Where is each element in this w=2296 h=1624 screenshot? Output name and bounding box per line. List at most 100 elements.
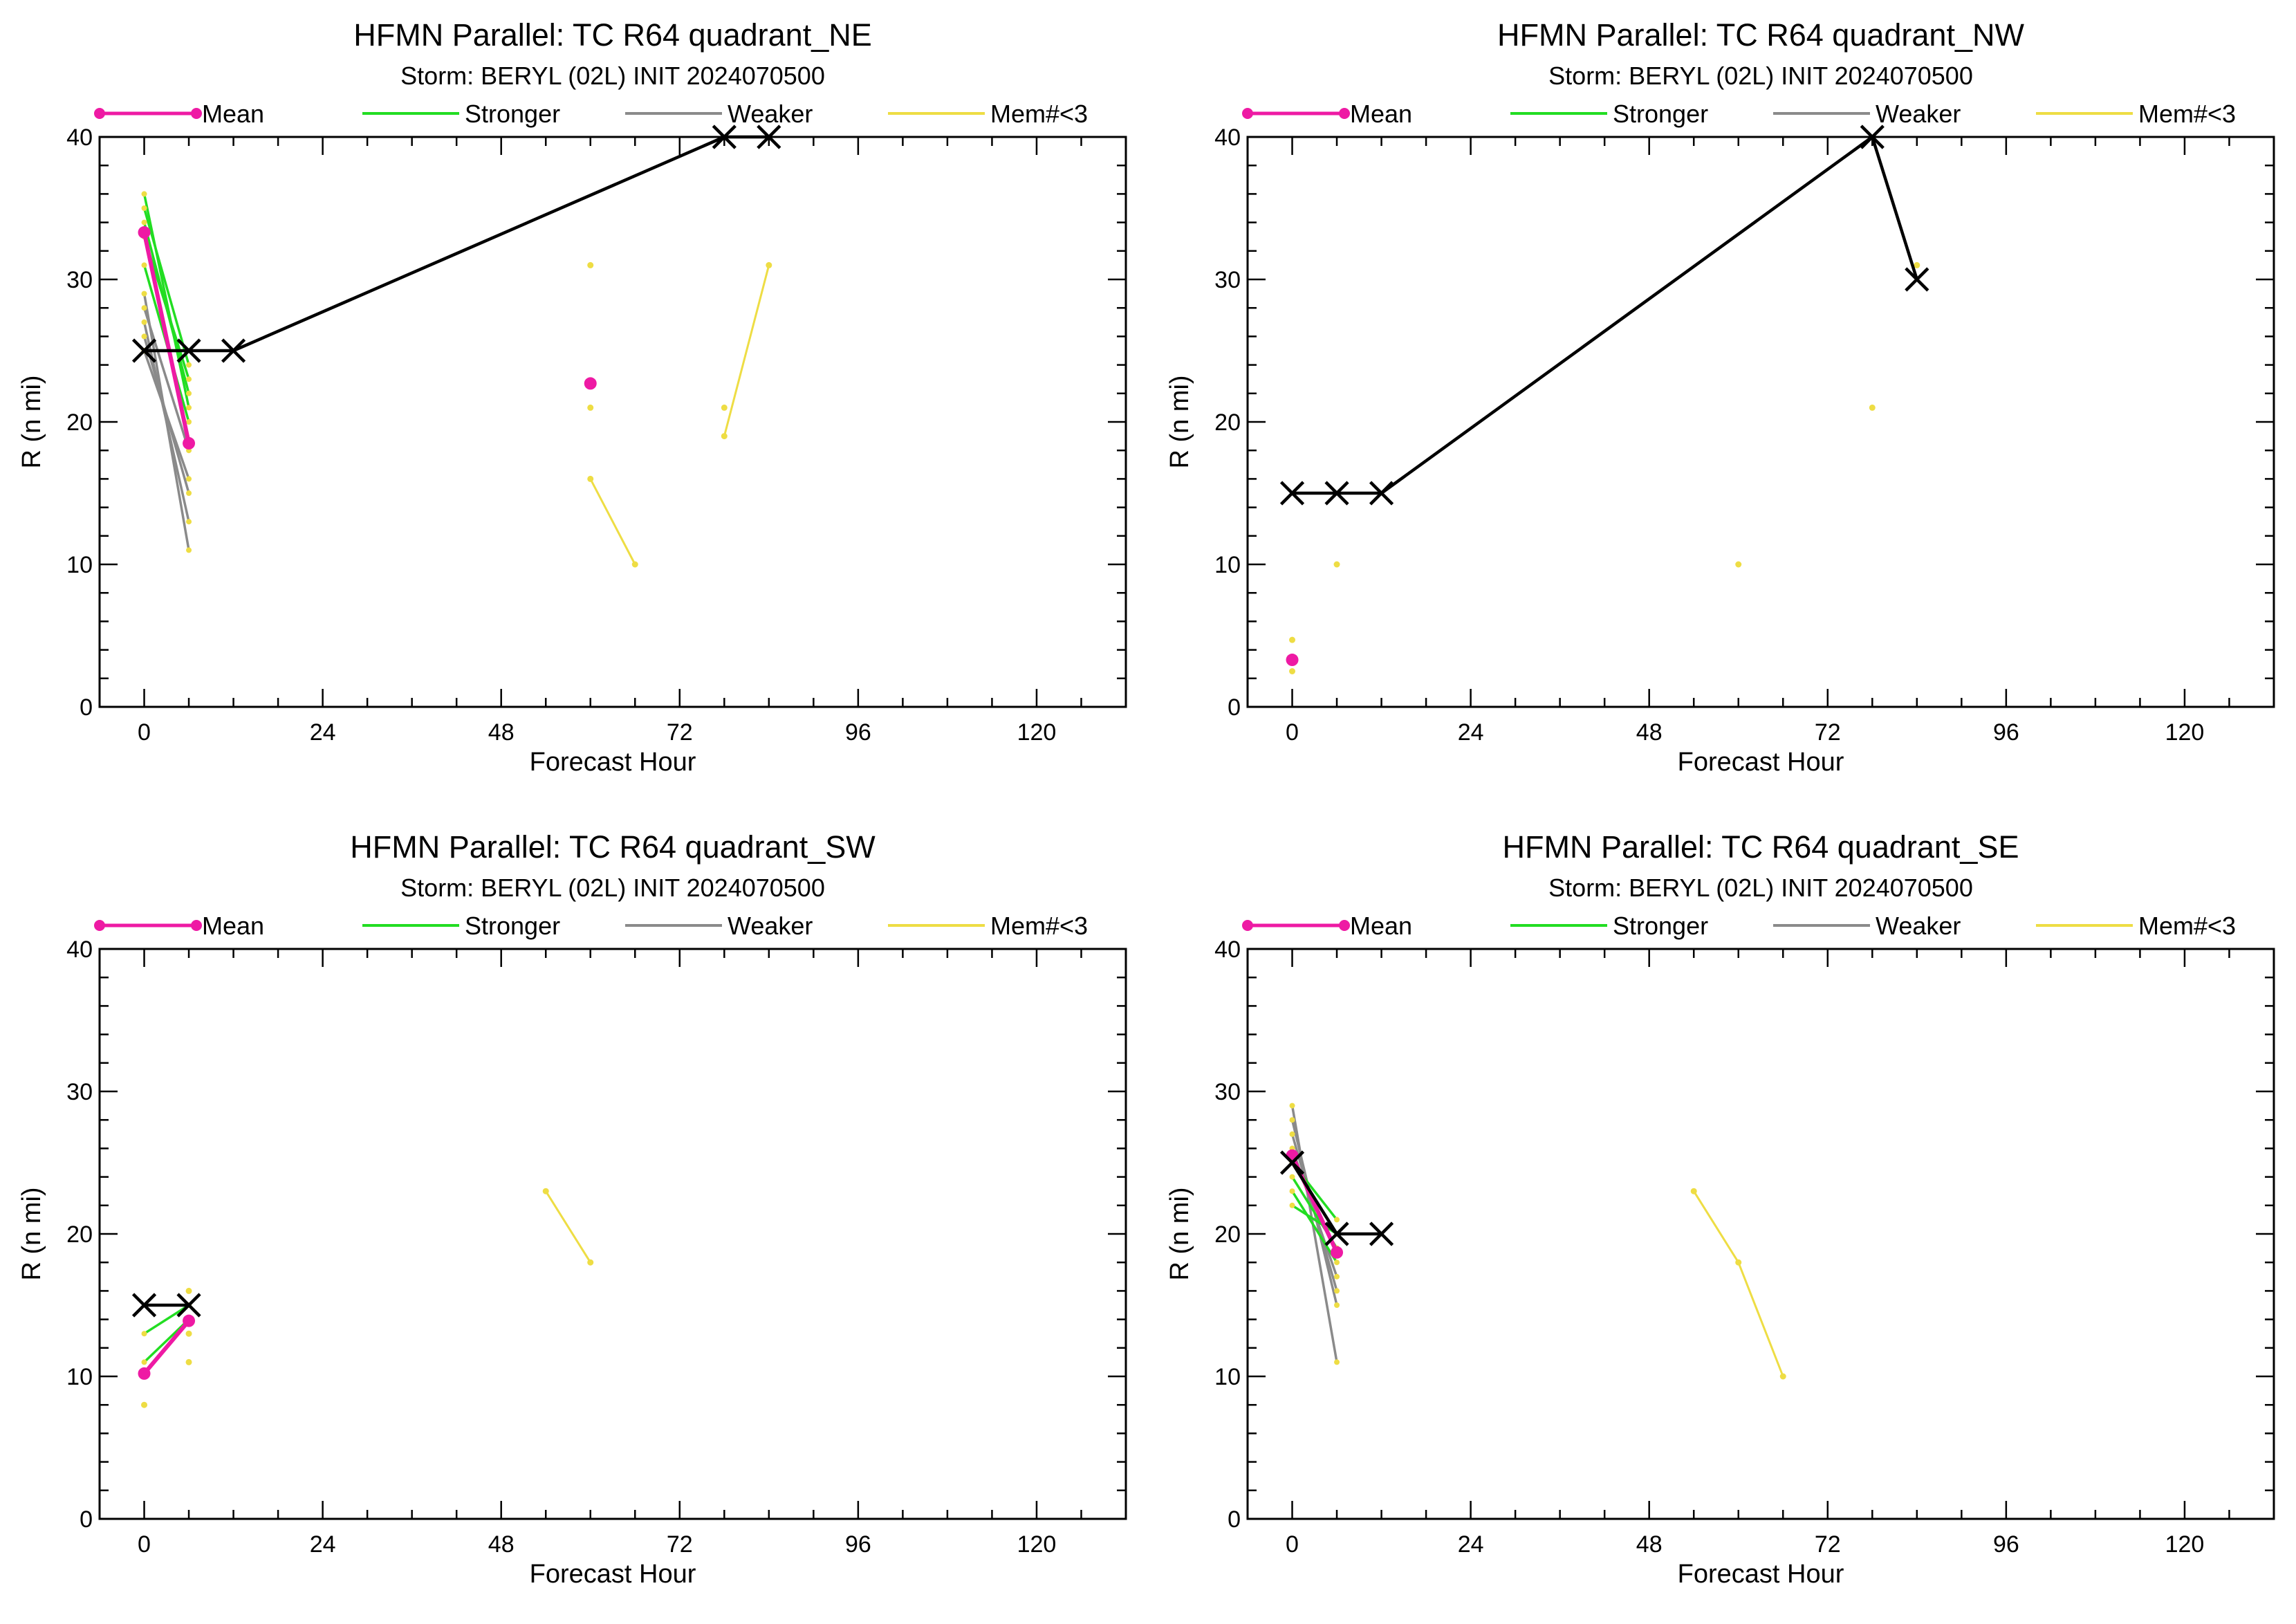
x-axis-label: Forecast Hour bbox=[530, 1560, 696, 1589]
data-point bbox=[766, 261, 772, 268]
x-axis-label: Forecast Hour bbox=[1678, 1560, 1844, 1589]
chart-title: HFMN Parallel: TC R64 quadrant_SW bbox=[350, 829, 876, 865]
chart-subtitle: Storm: BERYL (02L) INIT 2024070500 bbox=[1548, 874, 1973, 902]
data-point-x-marker bbox=[1279, 481, 1305, 506]
x-tick-label: 96 bbox=[845, 719, 871, 746]
x-tick-label: 120 bbox=[1017, 1531, 1057, 1558]
data-point bbox=[141, 262, 147, 268]
data-point bbox=[186, 376, 192, 382]
x-tick-label: 96 bbox=[1993, 719, 2019, 746]
chart-panel-se: HFMN Parallel: TC R64 quadrant_SE Storm: … bbox=[1148, 812, 2296, 1624]
legend-label: Mean bbox=[202, 912, 264, 940]
series-line bbox=[1291, 1204, 1337, 1235]
chart-subtitle: Storm: BERYL (02L) INIT 2024070500 bbox=[400, 874, 825, 902]
x-tick-label: 24 bbox=[310, 719, 336, 746]
data-point-x-marker bbox=[1369, 481, 1394, 506]
series-line bbox=[142, 322, 190, 522]
y-tick-label: 0 bbox=[1228, 694, 1241, 721]
data-point-x-marker bbox=[757, 124, 781, 149]
x-tick-label: 24 bbox=[310, 1531, 336, 1558]
y-tick-label: 10 bbox=[1214, 1364, 1241, 1390]
legend-label: Stronger bbox=[465, 100, 560, 128]
series-line bbox=[723, 265, 770, 436]
data-point bbox=[186, 547, 192, 553]
series-mean bbox=[138, 226, 196, 450]
series-official bbox=[1279, 124, 1929, 506]
data-point bbox=[1289, 1174, 1295, 1180]
data-point bbox=[141, 219, 147, 225]
y-axis-label: R (n mi) bbox=[17, 375, 46, 468]
y-tick-label: 30 bbox=[1214, 1079, 1241, 1105]
series-line bbox=[589, 478, 636, 565]
series-stronger bbox=[141, 191, 192, 411]
data-point-x-marker bbox=[1369, 1221, 1394, 1246]
data-point bbox=[1779, 1373, 1786, 1380]
legend-item-weaker: Weaker bbox=[625, 912, 813, 940]
legend-item-mean: Mean bbox=[1242, 100, 1412, 128]
series-mean bbox=[138, 1314, 196, 1380]
legend-label: Weaker bbox=[728, 912, 813, 940]
chart-panel-ne: HFMN Parallel: TC R64 quadrant_NE Storm: … bbox=[0, 0, 1148, 812]
series-few-members bbox=[185, 1287, 192, 1294]
y-tick-label: 40 bbox=[1214, 124, 1241, 151]
data-point-x-marker bbox=[1860, 124, 1885, 149]
legend-item-mean: Mean bbox=[1242, 912, 1412, 940]
series-few-members bbox=[1289, 668, 1296, 674]
data-point bbox=[138, 226, 151, 239]
data-point bbox=[183, 1314, 196, 1327]
series-line bbox=[1292, 135, 1918, 495]
chart-panel-sw: HFMN Parallel: TC R64 quadrant_SW Storm: … bbox=[0, 812, 1148, 1624]
x-tick-label: 96 bbox=[845, 1531, 871, 1558]
legend-label: Weaker bbox=[728, 100, 813, 128]
series-few-members bbox=[1333, 561, 1340, 568]
y-tick-label: 40 bbox=[1214, 936, 1241, 963]
x-tick-label: 0 bbox=[138, 1531, 151, 1558]
series-weaker bbox=[141, 319, 192, 525]
series-line bbox=[142, 194, 190, 408]
data-point bbox=[1334, 1288, 1340, 1294]
data-point bbox=[631, 561, 638, 568]
x-tick-label: 120 bbox=[1017, 719, 1057, 746]
data-point bbox=[185, 1287, 192, 1294]
legend-item-weaker: Weaker bbox=[1773, 100, 1961, 128]
data-point bbox=[587, 475, 594, 482]
y-tick-label: 0 bbox=[80, 694, 93, 721]
series-official bbox=[131, 124, 781, 363]
y-tick-label: 20 bbox=[1214, 1221, 1241, 1248]
series-mean bbox=[1286, 654, 1299, 667]
data-point bbox=[185, 1358, 192, 1365]
data-point bbox=[1690, 1188, 1697, 1194]
data-point bbox=[542, 1188, 549, 1194]
series-line bbox=[142, 307, 190, 451]
data-point bbox=[185, 1330, 192, 1337]
series-few-members bbox=[1690, 1188, 1786, 1380]
plot-area bbox=[1246, 136, 2275, 708]
series-few-members bbox=[185, 1330, 192, 1337]
legend-label: Mem#<3 bbox=[990, 912, 1088, 940]
y-tick-label: 0 bbox=[1228, 1506, 1241, 1533]
data-point bbox=[1334, 1259, 1340, 1266]
legend-label: Mem#<3 bbox=[2138, 912, 2236, 940]
series-stronger bbox=[1289, 1188, 1340, 1266]
legend-label: Stronger bbox=[1613, 100, 1708, 128]
series-few-members bbox=[1735, 561, 1742, 568]
series-few-members bbox=[721, 261, 772, 440]
data-point bbox=[186, 362, 192, 368]
chart-svg: HFMN Parallel: TC R64 quadrant_SW Storm: … bbox=[17, 829, 1127, 1589]
data-point bbox=[138, 1367, 151, 1380]
chart-svg: HFMN Parallel: TC R64 quadrant_SE Storm: … bbox=[1165, 829, 2275, 1589]
y-tick-label: 40 bbox=[66, 124, 93, 151]
series-line bbox=[142, 207, 190, 366]
legend-label: Weaker bbox=[1876, 100, 1961, 128]
series-line bbox=[142, 232, 191, 444]
legend-label: Mem#<3 bbox=[990, 100, 1088, 128]
series-line bbox=[144, 135, 769, 353]
chart-title: HFMN Parallel: TC R64 quadrant_NW bbox=[1497, 17, 2024, 53]
y-tick-label: 10 bbox=[66, 552, 93, 578]
x-tick-label: 96 bbox=[1993, 1531, 2019, 1558]
data-point bbox=[1289, 1202, 1295, 1208]
legend-item-mean: Mean bbox=[94, 912, 264, 940]
data-point bbox=[584, 377, 597, 390]
chart-panel-nw: HFMN Parallel: TC R64 quadrant_NW Storm: … bbox=[1148, 0, 2296, 812]
